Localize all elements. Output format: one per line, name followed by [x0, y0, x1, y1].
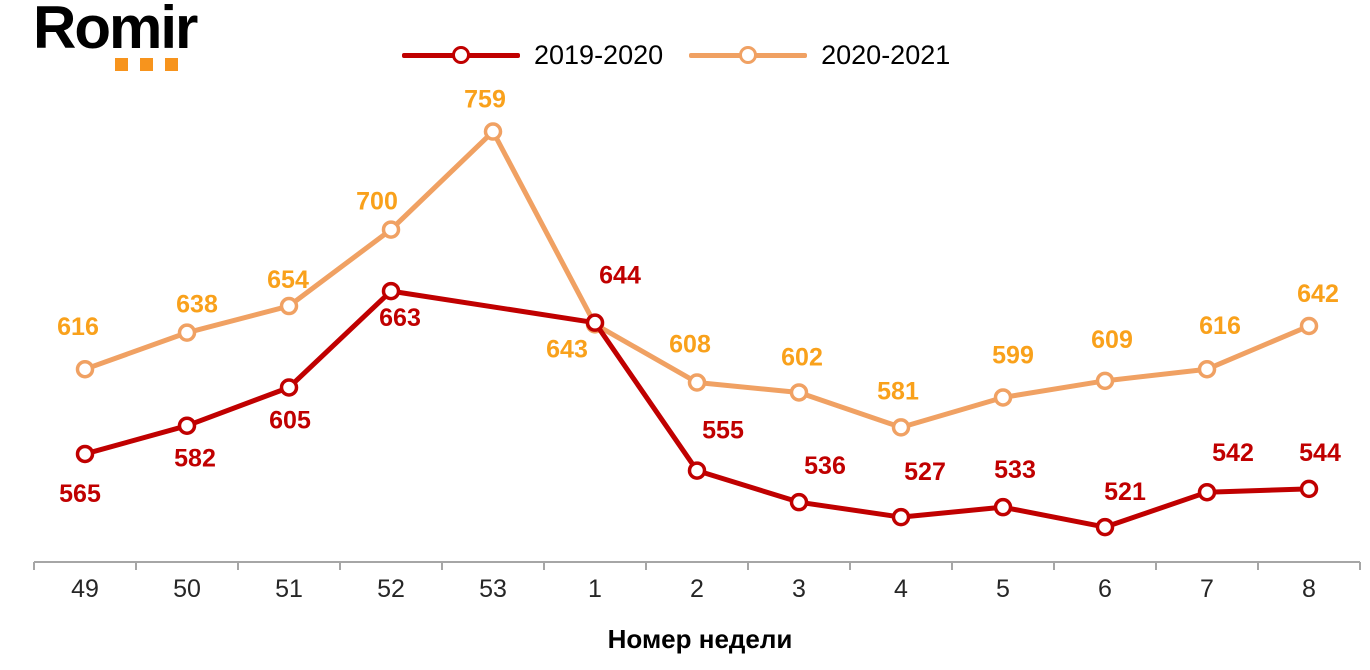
data-point-2020-2021 — [381, 220, 401, 239]
data-point-2019-2020 — [75, 444, 95, 464]
x-tick-label: 50 — [173, 575, 201, 603]
data-label-2020-2021: 599 — [992, 341, 1034, 369]
data-point-2020-2021 — [1299, 316, 1319, 336]
data-point-2019-2020 — [279, 378, 299, 397]
x-tick-label: 8 — [1302, 575, 1316, 603]
data-point-2020-2021 — [1197, 359, 1217, 379]
data-label-2020-2021: 759 — [464, 86, 506, 114]
data-label-2019-2020: 605 — [269, 406, 311, 434]
data-label-2020-2021: 609 — [1091, 326, 1133, 354]
data-label-2020-2021: 581 — [877, 377, 919, 405]
data-point-2019-2020 — [1299, 479, 1319, 499]
data-label-2020-2021: 700 — [356, 188, 398, 216]
legend-line-swatch — [402, 46, 520, 64]
x-tick-label: 5 — [996, 575, 1010, 603]
data-label-2020-2021: 616 — [57, 313, 99, 341]
x-tick-label: 53 — [479, 575, 507, 603]
logo-dot — [115, 58, 128, 71]
legend-marker-icon — [452, 46, 470, 64]
data-point-2020-2021 — [279, 296, 299, 316]
x-tick-label: 51 — [275, 575, 303, 603]
x-tick-label: 49 — [71, 575, 99, 603]
legend-item-2020-2021: 2020-2021 — [689, 39, 951, 70]
legend-label: 2019-2020 — [534, 39, 664, 70]
data-point-2019-2020 — [891, 507, 911, 527]
data-point-2020-2021 — [1095, 371, 1115, 391]
data-point-2019-2020 — [789, 492, 809, 512]
series-line-2019-2020 — [82, 288, 1312, 530]
logo-dot — [140, 58, 153, 71]
data-label-2020-2021: 608 — [669, 331, 711, 359]
data-label-2019-2020: 644 — [599, 262, 641, 290]
legend-label: 2020-2021 — [821, 39, 951, 70]
logo-dot — [165, 58, 178, 71]
data-label-2019-2020: 542 — [1212, 439, 1254, 467]
data-label-2020-2021: 602 — [781, 343, 823, 371]
x-tick-label: 52 — [377, 575, 405, 603]
legend-item-2019-2020: 2019-2020 — [402, 39, 664, 70]
data-point-2020-2021 — [891, 418, 911, 437]
data-point-2019-2020 — [1095, 517, 1115, 537]
data-point-2020-2021 — [789, 383, 809, 402]
x-axis-title: Номер недели — [608, 624, 793, 654]
data-label-2020-2021: 642 — [1297, 280, 1339, 308]
data-point-2020-2021 — [993, 388, 1013, 407]
data-point-2020-2021 — [483, 122, 503, 141]
data-point-2019-2020 — [585, 313, 605, 332]
data-label-2019-2020: 521 — [1104, 478, 1146, 506]
data-label-2019-2020: 663 — [379, 304, 421, 332]
x-tick-label: 7 — [1200, 575, 1214, 603]
data-point-2020-2021 — [177, 323, 197, 342]
x-tick-label: 4 — [894, 575, 908, 603]
data-label-2020-2021: 616 — [1199, 312, 1241, 340]
x-tick-label: 2 — [690, 575, 704, 603]
data-label-2019-2020: 544 — [1299, 439, 1341, 467]
data-label-2019-2020: 527 — [904, 458, 946, 486]
logo-dots — [115, 58, 178, 71]
data-label-2020-2021: 638 — [176, 291, 218, 319]
data-label-2020-2021: 654 — [267, 266, 309, 294]
chart-legend: 2019-2020 2020-2021 — [402, 36, 950, 74]
data-point-2019-2020 — [177, 416, 197, 435]
data-label-2019-2020: 533 — [994, 456, 1036, 484]
logo-text: Romir — [33, 0, 198, 61]
data-point-2019-2020 — [993, 497, 1013, 517]
legend-marker-icon — [739, 46, 758, 64]
data-point-2020-2021 — [75, 359, 95, 379]
data-label-2019-2020: 555 — [702, 417, 744, 445]
data-point-2019-2020 — [687, 461, 707, 480]
x-tick-label: 6 — [1098, 575, 1112, 603]
data-point-2019-2020 — [1197, 482, 1217, 502]
romir-logo: Romir — [33, 0, 253, 86]
data-label-2020-2021: 643 — [546, 335, 588, 363]
x-axis — [33, 561, 1361, 570]
data-label-2019-2020: 565 — [59, 480, 101, 508]
data-label-2019-2020: 536 — [804, 452, 846, 480]
data-point-2019-2020 — [381, 281, 401, 301]
legend-line-swatch — [689, 46, 808, 64]
x-tick-label: 1 — [588, 575, 602, 603]
data-point-2020-2021 — [687, 373, 707, 392]
x-tick-label: 3 — [792, 575, 806, 603]
data-label-2019-2020: 582 — [174, 445, 216, 473]
